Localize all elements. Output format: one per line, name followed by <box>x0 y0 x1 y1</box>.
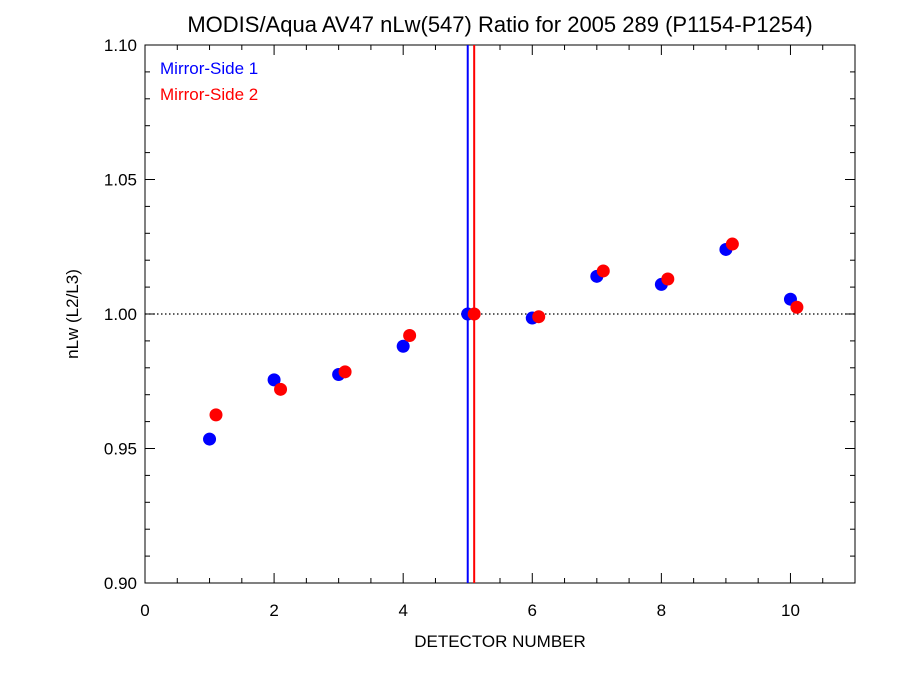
chart-title: MODIS/Aqua AV47 nLw(547) Ratio for 2005 … <box>187 12 812 37</box>
point-mirror-side-2 <box>661 272 675 286</box>
x-tick-label: 2 <box>269 601 278 620</box>
data-points <box>203 237 804 446</box>
x-tick-label: 8 <box>657 601 666 620</box>
point-mirror-side-2 <box>532 310 546 324</box>
x-tick-label: 0 <box>140 601 149 620</box>
point-mirror-side-2 <box>338 365 352 379</box>
y-tick-label: 1.00 <box>104 305 137 324</box>
y-axis-label: nLw (L2/L3) <box>63 269 82 359</box>
point-mirror-side-1 <box>267 373 281 387</box>
point-mirror-side-2 <box>467 307 481 321</box>
point-mirror-side-1 <box>203 432 217 446</box>
point-mirror-side-2 <box>725 237 739 251</box>
y-tick-label: 0.95 <box>104 440 137 459</box>
x-tick-label: 10 <box>781 601 800 620</box>
point-mirror-side-2 <box>596 264 610 278</box>
reference-lines <box>145 45 855 583</box>
legend-mirror-side-2: Mirror-Side 2 <box>160 85 258 104</box>
legend-mirror-side-1: Mirror-Side 1 <box>160 59 258 78</box>
point-mirror-side-2 <box>790 300 804 314</box>
point-mirror-side-2 <box>403 329 417 343</box>
y-tick-label: 1.05 <box>104 171 137 190</box>
y-tick-label: 0.90 <box>104 574 137 593</box>
point-mirror-side-2 <box>274 382 288 396</box>
point-mirror-side-1 <box>396 339 410 353</box>
x-tick-label: 6 <box>528 601 537 620</box>
point-mirror-side-2 <box>209 408 223 422</box>
x-tick-label: 4 <box>398 601 407 620</box>
axis-ticks: 0 2 4 6 8 10 0.90 0.95 1.00 1.05 1.10 <box>104 36 856 620</box>
plot-frame <box>144 44 856 584</box>
legend: Mirror-Side 1 Mirror-Side 2 <box>160 59 258 104</box>
y-tick-label: 1.10 <box>104 36 137 55</box>
x-axis-label: DETECTOR NUMBER <box>414 632 586 651</box>
